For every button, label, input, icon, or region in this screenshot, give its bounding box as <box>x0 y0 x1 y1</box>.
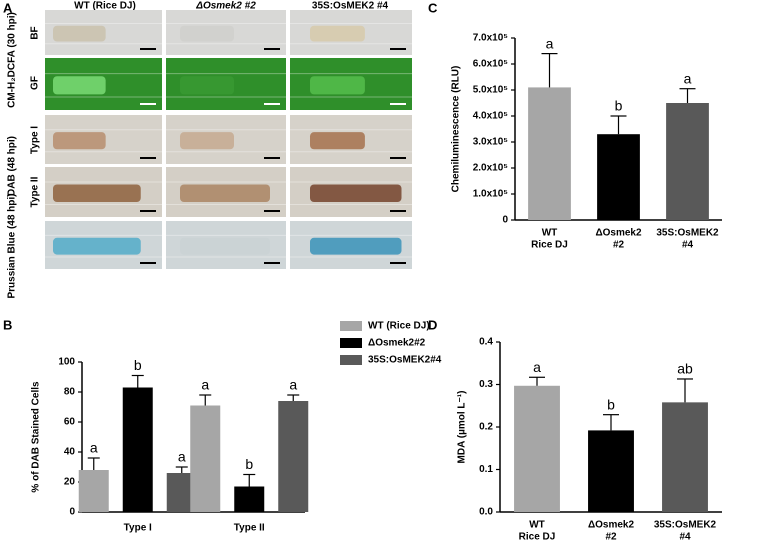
panel-label: B <box>3 317 12 332</box>
legend-swatch <box>340 321 362 331</box>
legend-label: 35S:OsMEK2#4 <box>368 355 442 366</box>
significance-letter: b <box>615 98 623 114</box>
bar <box>78 470 109 512</box>
stained-cell <box>180 76 234 95</box>
x-tick-label: 35S:OsMEK2 <box>654 520 717 531</box>
panel-label: C <box>428 0 438 15</box>
x-tick-label: ΔOsmek2 <box>588 520 635 531</box>
panel-label: A <box>3 0 13 15</box>
stained-cell <box>310 184 402 202</box>
y-tick-label: 0 <box>502 215 508 226</box>
significance-letter: b <box>134 357 142 373</box>
row-label: Type I <box>30 126 41 154</box>
y-tick-label: 60 <box>64 417 76 428</box>
group-label: DAB (48 hpi) <box>7 136 18 196</box>
column-header: WT (Rice DJ) <box>74 1 136 12</box>
stained-cell <box>53 76 106 95</box>
y-axis-title: MDA (µmol L⁻¹) <box>457 391 468 464</box>
stained-cell <box>310 25 365 42</box>
y-tick-label: 20 <box>64 477 76 488</box>
stained-cell <box>310 237 402 255</box>
significance-letter: a <box>546 35 554 51</box>
y-axis-title: Chemiluminescence (RLU) <box>451 66 462 193</box>
y-tick-label: 0.0 <box>479 507 493 518</box>
x-tick-label: Type I <box>124 523 152 534</box>
bar <box>662 402 708 512</box>
x-tick-label: #4 <box>682 240 694 251</box>
y-tick-label: 3.0x10⁵ <box>473 137 509 148</box>
bar <box>528 87 571 221</box>
significance-letter: b <box>607 396 615 412</box>
legend-swatch <box>340 338 362 348</box>
y-tick-label: 0.1 <box>479 464 493 475</box>
y-tick-label: 0.3 <box>479 379 493 390</box>
legend-label: WT (Rice DJ) <box>368 321 430 332</box>
x-tick-label: #4 <box>679 532 691 543</box>
legend-swatch <box>340 355 362 365</box>
y-tick-label: 7.0x10⁵ <box>473 33 509 44</box>
x-tick-label: Type II <box>234 523 265 534</box>
significance-letter: b <box>245 456 253 472</box>
column-header: 35S:OsMEK2 #4 <box>312 1 389 12</box>
bar <box>278 401 309 512</box>
x-tick-label: Rice DJ <box>531 240 568 251</box>
y-tick-label: 40 <box>64 447 76 458</box>
x-tick-label: Rice DJ <box>519 532 556 543</box>
y-tick-label: 4.0x10⁵ <box>473 111 509 122</box>
significance-letter: a <box>289 377 297 393</box>
y-tick-label: 80 <box>64 387 76 398</box>
bar <box>588 430 634 512</box>
significance-letter: a <box>533 359 541 375</box>
significance-letter: a <box>178 449 186 465</box>
y-tick-label: 100 <box>58 357 75 368</box>
stained-cell <box>180 25 234 42</box>
stained-cell <box>180 184 270 202</box>
x-tick-label: ΔOsmek2 <box>595 228 642 239</box>
y-tick-label: 0.2 <box>479 422 493 433</box>
stained-cell <box>53 237 141 255</box>
stained-cell <box>180 132 234 150</box>
stained-cell <box>180 237 270 255</box>
row-label: Type II <box>30 176 41 207</box>
stained-cell <box>310 132 365 150</box>
bar <box>666 103 709 220</box>
significance-letter: a <box>90 440 98 456</box>
x-tick-label: 35S:OsMEK2 <box>656 228 719 239</box>
group-label: CM-H₂DCFA (30 hpi) <box>7 12 18 108</box>
row-label: GF <box>30 76 41 90</box>
x-tick-label: WT <box>529 520 545 531</box>
column-header: ΔOsmek2 #2 <box>195 1 256 12</box>
stained-cell <box>53 184 141 202</box>
x-tick-label: WT <box>542 228 558 239</box>
x-tick-label: #2 <box>605 532 617 543</box>
x-tick-label: #2 <box>613 240 625 251</box>
row-label: BF <box>30 26 41 39</box>
bar <box>234 486 265 512</box>
y-tick-label: 1.0x10⁵ <box>473 189 509 200</box>
legend-label: ΔOsmek2#2 <box>368 338 426 349</box>
group-label: Prussian Blue (48 hpi) <box>7 193 18 298</box>
y-axis-title: % of DAB Stained Cells <box>31 381 42 493</box>
significance-letter: a <box>684 70 692 86</box>
bar <box>597 134 640 220</box>
stained-cell <box>310 76 365 95</box>
y-tick-label: 6.0x10⁵ <box>473 59 509 70</box>
stained-cell <box>53 25 106 42</box>
y-tick-label: 2.0x10⁵ <box>473 163 509 174</box>
bar <box>514 385 560 512</box>
bar <box>190 405 221 512</box>
y-tick-label: 0.4 <box>479 337 493 348</box>
stained-cell <box>53 132 106 150</box>
significance-letter: a <box>201 377 209 393</box>
bar <box>122 387 153 512</box>
significance-letter: ab <box>677 361 693 377</box>
y-tick-label: 5.0x10⁵ <box>473 85 509 96</box>
panel-label: D <box>428 317 437 332</box>
y-tick-label: 0 <box>69 507 75 518</box>
